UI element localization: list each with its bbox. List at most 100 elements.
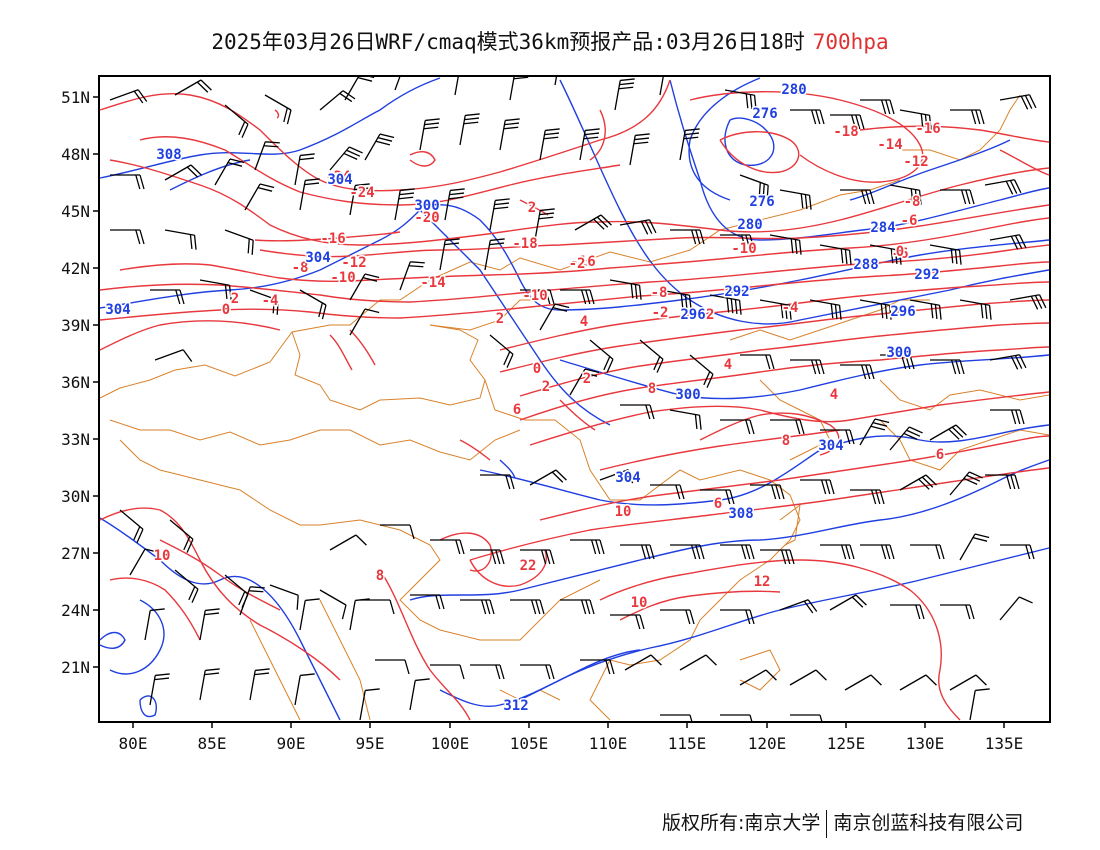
height-label: 276 <box>752 106 777 122</box>
wind-barb <box>624 654 662 671</box>
wind-barb <box>299 178 320 211</box>
lon-label: 135E <box>985 734 1024 753</box>
wind-barb <box>294 673 315 706</box>
wind-barb <box>329 146 363 171</box>
temperature-label: -4 <box>262 293 279 309</box>
lat-label: 27N <box>61 544 90 563</box>
temperature-label: 6 <box>513 402 521 418</box>
wind-barb <box>844 674 882 691</box>
wind-barb <box>1000 544 1035 560</box>
copyright-left: 版权所有:南京大学 <box>662 812 821 834</box>
wind-barb <box>399 261 425 291</box>
wind-barb <box>344 76 375 101</box>
lat-label: 36N <box>61 373 90 392</box>
wind-barb <box>470 664 505 680</box>
wind-barb <box>319 589 347 620</box>
wind-barb <box>199 608 220 641</box>
wind-barb <box>364 133 395 161</box>
temperature-label: 6 <box>936 447 944 463</box>
wind-barb <box>224 104 249 138</box>
wind-barb <box>599 469 638 484</box>
wind-barb <box>790 359 825 375</box>
wind-barb <box>989 234 1027 250</box>
wind-barb <box>969 688 990 721</box>
wind-barb <box>1009 294 1047 310</box>
height-label: 276 <box>749 194 774 210</box>
wind-barb <box>949 471 983 496</box>
wind-barb <box>149 673 170 706</box>
lon-label: 120E <box>748 734 787 753</box>
wind-barb <box>889 426 923 451</box>
wind-barb <box>349 598 370 631</box>
wind-barb <box>419 118 440 151</box>
wind-barb <box>349 183 370 216</box>
wind-barb <box>889 184 922 205</box>
wind-barb <box>560 289 595 305</box>
lon-label: 110E <box>589 734 628 753</box>
temperature-label: -6 <box>892 246 909 262</box>
lon-label: 85E <box>198 734 227 753</box>
lat-label: 39N <box>61 316 90 335</box>
wind-barb <box>860 99 895 115</box>
wind-barb <box>750 484 785 500</box>
wind-barb <box>430 664 465 680</box>
temperature-label: 4 <box>724 357 732 373</box>
wind-barb <box>460 599 495 615</box>
wind-barb <box>840 189 875 205</box>
wind-barb <box>899 474 937 491</box>
wind-barb <box>480 474 515 490</box>
temperature-label: 2 <box>583 371 591 387</box>
wind-barb <box>459 113 480 146</box>
wind-barb <box>520 289 555 305</box>
height-label: 304 <box>327 172 352 188</box>
wind-barb <box>929 424 967 441</box>
lat-label: 24N <box>61 601 90 620</box>
chart-title: 2025年03月26日WRF/cmaq模式36km预报产品:03月26日18时 7… <box>0 26 1100 56</box>
height-label: 312 <box>503 698 528 714</box>
wind-barb <box>174 79 212 96</box>
wind-barb <box>620 404 655 420</box>
wind-barb <box>569 368 600 396</box>
lon-label: 80E <box>119 734 148 753</box>
height-label: 296 <box>680 307 705 323</box>
wind-barb <box>454 76 460 96</box>
wind-barb <box>249 668 270 701</box>
height-label: 300 <box>675 387 700 403</box>
temperature-label: 22 <box>520 558 537 574</box>
temperature-label: -2 <box>652 305 669 321</box>
wind-barb <box>940 604 975 620</box>
temperature-label: 8 <box>376 568 384 584</box>
wind-barb <box>859 299 892 320</box>
wind-barb <box>214 158 245 186</box>
wind-barb <box>150 289 185 305</box>
height-label: 304 <box>818 438 843 454</box>
wind-barb <box>570 539 605 555</box>
wind-barb <box>264 94 292 125</box>
wind-barb <box>394 76 401 91</box>
temperature-label: 4 <box>830 387 838 403</box>
wind-barb <box>129 548 160 576</box>
wind-barb <box>880 354 915 370</box>
temperature-contours <box>99 79 1050 721</box>
wind-barb <box>509 76 529 101</box>
lat-label: 21N <box>61 658 90 677</box>
wind-barb <box>254 141 280 171</box>
wind-barb <box>984 179 1022 195</box>
wind-barb <box>679 654 717 671</box>
lon-label: 130E <box>906 734 945 753</box>
wind-barb <box>560 599 595 615</box>
wind-barb <box>724 89 757 110</box>
wind-barb <box>720 609 755 625</box>
wind-barbs <box>109 76 1047 722</box>
temperature-label: 0 <box>222 302 230 318</box>
lon-label: 95E <box>356 734 385 753</box>
temperature-label: -24 <box>325 169 350 185</box>
wind-barb <box>910 544 945 560</box>
wind-barb <box>589 339 614 373</box>
wind-barb <box>720 419 755 435</box>
wind-barb <box>614 78 635 111</box>
wind-barb <box>520 549 555 565</box>
lat-label: 45N <box>61 202 90 221</box>
wind-barb <box>769 234 802 255</box>
wind-barb <box>990 409 1025 425</box>
